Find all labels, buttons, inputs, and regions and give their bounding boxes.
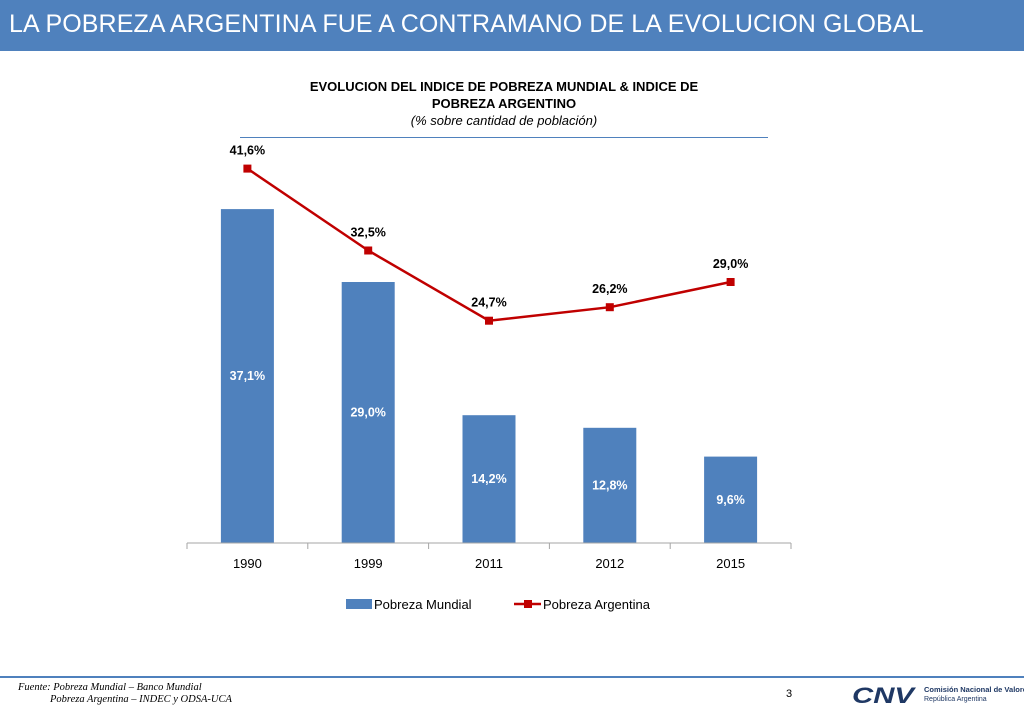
page-title: LA POBREZA ARGENTINA FUE A CONTRAMANO DE… xyxy=(9,10,924,38)
bar-2015 xyxy=(704,456,758,543)
bar-label-1990: 37,1% xyxy=(230,369,265,383)
line-label-1999: 32,5% xyxy=(350,226,385,240)
chart-title-line-2: POBREZA ARGENTINO xyxy=(431,96,577,111)
bar-label-1999: 29,0% xyxy=(350,406,385,420)
source-line-argentina: Pobreza Argentina – INDEC y ODSA-UCA xyxy=(50,694,232,705)
line-marker-2012 xyxy=(605,303,614,312)
footer-source: Fuente: Pobreza Mundial – Banco Mundial … xyxy=(18,682,232,706)
bar-1990 xyxy=(220,209,274,543)
legend-label-argentina: Pobreza Argentina xyxy=(543,597,651,612)
chart-subtitle: (% sobre cantidad de población) xyxy=(410,113,598,128)
bar-1999 xyxy=(341,282,395,543)
org-name: Comisión Nacional de Valores xyxy=(924,685,1024,694)
line-marker-2015 xyxy=(726,278,735,286)
legend-label-mundial: Pobreza Mundial xyxy=(374,597,472,612)
line-marker-2011 xyxy=(485,316,493,325)
cnv-logo-mark: CNV xyxy=(852,683,917,708)
x-tick-label-2012: 2012 xyxy=(595,556,624,571)
poverty-chart: 37,1% 29,0% 14,2% 12,8% 9,6% 1990 1999 2011 2012… xyxy=(186,144,792,612)
bar-label-2012: 12,8% xyxy=(592,478,627,492)
line-label-2011: 24,7% xyxy=(471,296,506,310)
heading-divider xyxy=(240,137,768,138)
line-label-1990: 41,6% xyxy=(230,144,265,158)
line-marker-1999 xyxy=(364,246,373,255)
x-tick-label-1990: 1990 xyxy=(233,556,262,571)
x-tick-label-1999: 1999 xyxy=(354,556,383,571)
bar-2012 xyxy=(583,427,637,543)
x-tick-label-2015: 2015 xyxy=(716,556,745,571)
chart-title-line-1: EVOLUCION DEL INDICE DE POBREZA MUNDIAL … xyxy=(309,79,699,94)
org-country: República Argentina xyxy=(924,696,987,703)
page-number: 3 xyxy=(786,688,793,700)
line-label-2012: 26,2% xyxy=(592,282,627,296)
cnv-logo-text: CNV xyxy=(852,684,917,706)
chart-heading: EVOLUCION DEL INDICE DE POBREZA MUNDIAL … xyxy=(240,78,768,129)
bar-2011 xyxy=(462,415,516,543)
x-tick-label-2011: 2011 xyxy=(475,556,503,571)
legend-marker-argentina xyxy=(524,600,532,608)
legend-swatch-mundial xyxy=(346,599,372,609)
title-bar: LA POBREZA ARGENTINA FUE A CONTRAMANO DE… xyxy=(0,0,1024,51)
line-marker-1990 xyxy=(243,164,252,173)
source-line-world: Fuente: Pobreza Mundial – Banco Mundial xyxy=(18,682,202,693)
footer-divider xyxy=(0,676,1024,678)
cnv-logo: CNV Comisión Nacional de Valores Repúbli… xyxy=(852,683,1024,708)
bar-label-2015: 9,6% xyxy=(716,493,745,507)
line-label-2015: 29,0% xyxy=(713,257,748,271)
bar-label-2011: 14,2% xyxy=(471,472,506,486)
